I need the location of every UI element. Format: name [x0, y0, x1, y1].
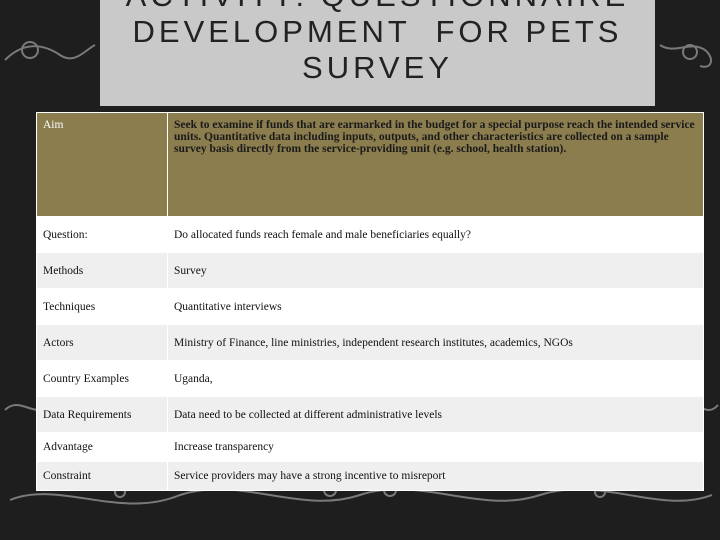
table-row: Data Requirements Data need to be collect… [36, 396, 704, 433]
row-label: Aim [36, 112, 168, 217]
title: ACTIVITY: QUESTIONNAIRE DEVELOPMENT FOR … [100, 0, 655, 86]
row-value: Uganda, [167, 360, 704, 397]
row-label: Methods [36, 252, 168, 289]
row-label: Data Requirements [36, 396, 168, 433]
table-row: Aim Seek to examine if funds that are ear… [36, 112, 704, 217]
row-label: Actors [36, 324, 168, 361]
row-label: Advantage [36, 432, 168, 462]
title-line: SURVEY [302, 50, 453, 85]
row-value: Quantitative interviews [167, 288, 704, 325]
info-table: Aim Seek to examine if funds that are ear… [36, 112, 704, 491]
row-value: Seek to examine if funds that are earmar… [167, 112, 704, 217]
row-value: Service providers may have a strong ince… [167, 461, 704, 491]
table-row: Constraint Service providers may have a s… [36, 461, 704, 491]
table-row: Advantage Increase transparency [36, 432, 704, 462]
row-label: Country Examples [36, 360, 168, 397]
row-label: Question: [36, 216, 168, 253]
title-box: ACTIVITY: QUESTIONNAIRE DEVELOPMENT FOR … [100, 0, 655, 106]
table-row: Methods Survey [36, 252, 704, 289]
table-row: Actors Ministry of Finance, line ministri… [36, 324, 704, 361]
row-value: Survey [167, 252, 704, 289]
table-row: Techniques Quantitative interviews [36, 288, 704, 325]
title-line: DEVELOPMENT FOR PETS [132, 14, 623, 49]
row-value: Ministry of Finance, line ministries, in… [167, 324, 704, 361]
row-label: Constraint [36, 461, 168, 491]
table-row: Country Examples Uganda, [36, 360, 704, 397]
row-value: Increase transparency [167, 432, 704, 462]
row-value: Data need to be collected at different a… [167, 396, 704, 433]
title-line: ACTIVITY: QUESTIONNAIRE [100, 0, 655, 14]
row-label: Techniques [36, 288, 168, 325]
table-row: Question: Do allocated funds reach female… [36, 216, 704, 253]
row-value: Do allocated funds reach female and male… [167, 216, 704, 253]
